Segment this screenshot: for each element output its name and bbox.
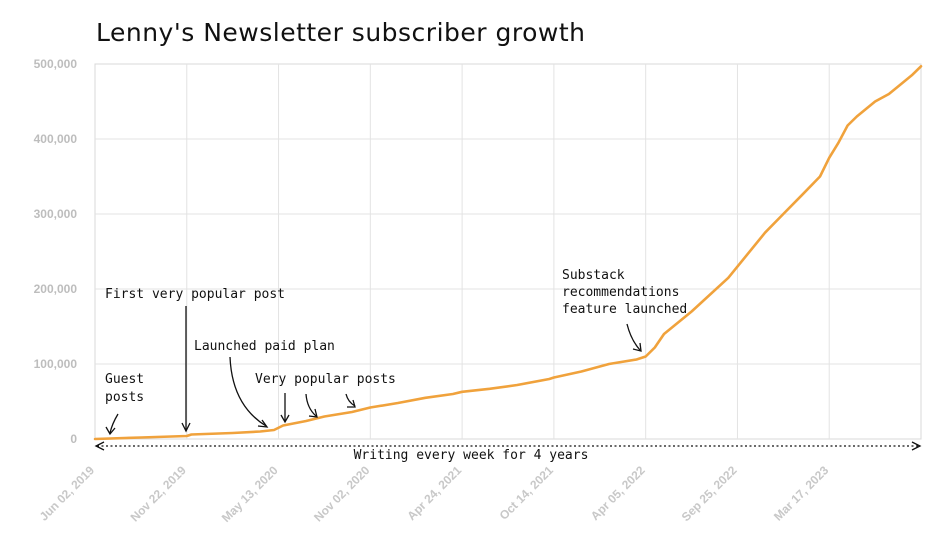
- annotation-very-popular-posts-arrowhead-3: [347, 399, 356, 408]
- series-line-subscribers: [93, 65, 923, 441]
- span-arrowhead-left: [94, 441, 105, 451]
- annotation-substack-recs-arrow: [626, 323, 641, 351]
- annotation-guest-posts-arrowhead: [105, 426, 116, 436]
- y-tick-label: 500,000: [34, 57, 78, 71]
- chart-title: Lenny's Newsletter subscriber growth: [96, 18, 586, 47]
- x-tick-label: Nov 02, 2020: [311, 463, 373, 525]
- y-tick-label: 300,000: [34, 207, 78, 221]
- x-tick-label: Apr 24, 2021: [404, 463, 464, 523]
- x-axis-ticks: Jun 02, 2019 Nov 22, 2019 May 13, 2020 Nov …: [37, 463, 832, 525]
- grid-lines: [95, 64, 921, 439]
- x-tick-label: Oct 14, 2021: [497, 463, 557, 523]
- annotation-guest-posts-line2: posts: [105, 390, 144, 405]
- y-tick-label: 100,000: [34, 357, 78, 371]
- y-tick-label: 400,000: [34, 132, 78, 146]
- annotation-first-popular-post: First very popular post: [105, 287, 285, 302]
- annotation-substack-recs-line3: feature launched: [562, 302, 687, 317]
- annotations: Guest posts First very popular post Laun…: [94, 268, 922, 463]
- x-tick-label: Jun 02, 2019: [37, 463, 98, 524]
- annotation-very-popular-posts-arrow-2: [305, 393, 317, 417]
- annotation-substack-recs-line2: recommendations: [562, 285, 679, 300]
- x-tick-label: May 13, 2020: [219, 463, 281, 525]
- series-line-layer: [93, 65, 923, 441]
- annotation-very-popular-posts-arrowhead-1: [280, 414, 290, 424]
- annotation-launched-paid-plan-arrowhead: [257, 419, 269, 428]
- span-label: Writing every week for 4 years: [354, 448, 589, 463]
- annotation-very-popular-posts: Very popular posts: [255, 372, 396, 387]
- annotation-guest-posts-arrow: [109, 413, 119, 434]
- x-tick-label: Apr 05, 2022: [588, 463, 648, 523]
- annotation-guest-posts-line1: Guest: [105, 372, 144, 387]
- y-axis-ticks: 0 100,000 200,000 300,000 400,000 500,000: [34, 57, 78, 446]
- annotation-launched-paid-plan-arrow: [229, 356, 267, 427]
- x-tick-label: Mar 17, 2023: [771, 463, 832, 524]
- plot-area-frame: [94, 63, 922, 440]
- annotation-substack-recs-arrowhead: [632, 342, 642, 352]
- y-tick-label: 200,000: [34, 282, 78, 296]
- span-arrowhead-right: [911, 441, 922, 451]
- annotation-first-popular-post-arrowhead: [181, 422, 191, 433]
- x-tick-label: Nov 22, 2019: [128, 463, 190, 525]
- annotation-very-popular-posts-arrowhead-2: [308, 408, 318, 418]
- annotation-substack-recs-line1: Substack: [562, 268, 625, 283]
- y-tick-label: 0: [70, 432, 77, 446]
- annotation-launched-paid-plan: Launched paid plan: [194, 339, 335, 354]
- x-tick-label: Sep 25, 2022: [679, 463, 740, 524]
